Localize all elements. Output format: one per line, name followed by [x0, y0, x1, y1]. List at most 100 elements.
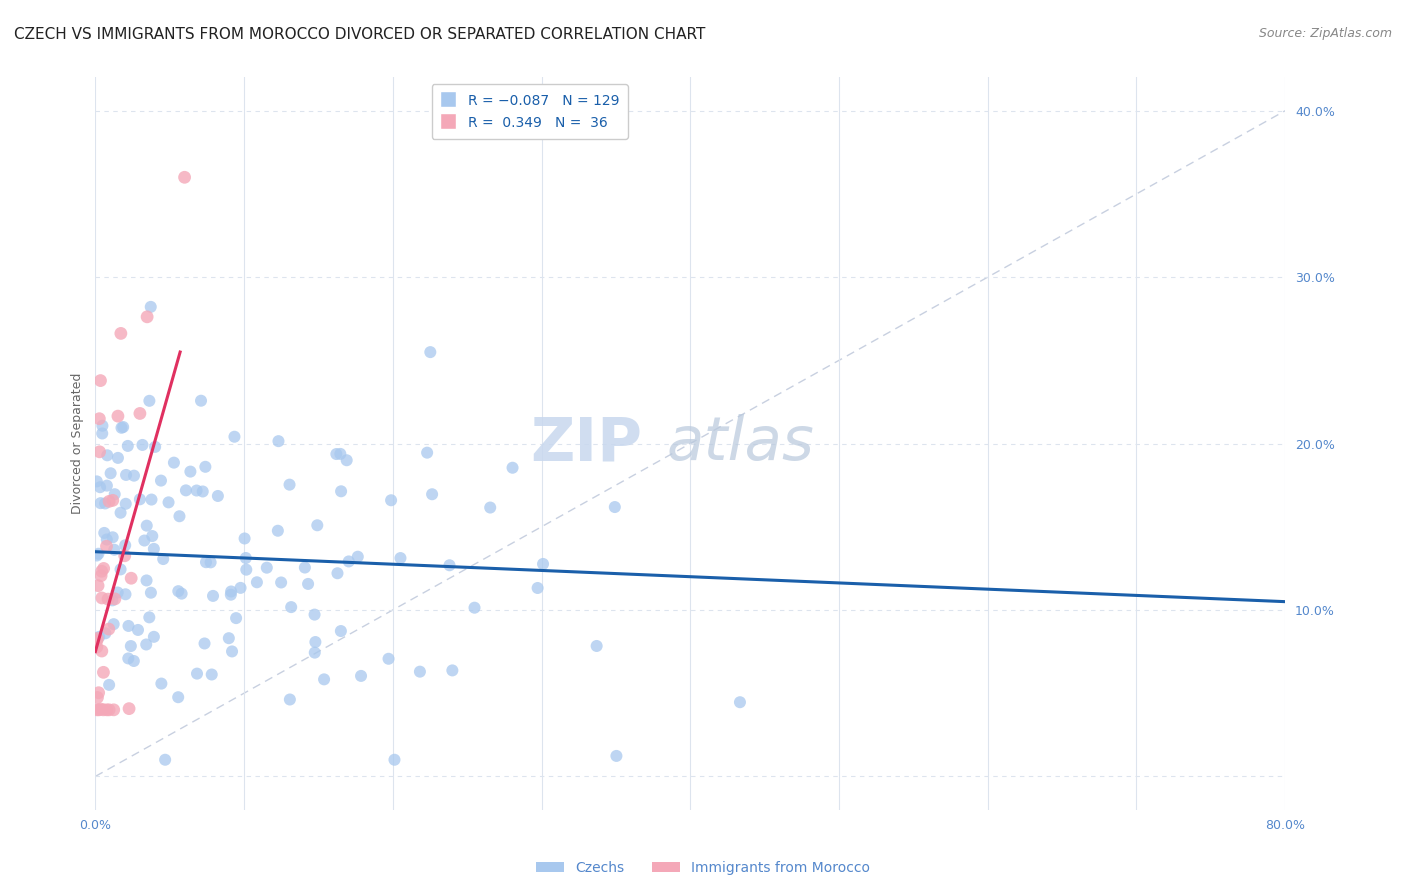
Point: [96, 703, 118, 717]
Point: [337, 554, 360, 568]
Point: [103, 703, 125, 717]
Point: [91, 418, 114, 433]
Point: [143, 440, 166, 454]
Point: [128, 492, 150, 507]
Point: [96, 448, 118, 462]
Point: [100, 467, 122, 481]
Point: [246, 575, 269, 590]
Point: [86, 690, 108, 705]
Point: [86, 475, 108, 489]
Point: [531, 557, 554, 571]
Point: [138, 610, 160, 624]
Point: [118, 701, 141, 715]
Point: [93, 665, 115, 680]
Point: [114, 497, 136, 511]
Point: [114, 549, 136, 563]
Point: [107, 585, 129, 599]
Point: [304, 635, 326, 649]
Point: [304, 646, 326, 660]
Point: [86, 632, 108, 646]
Point: [278, 477, 301, 491]
Point: [114, 538, 136, 552]
Point: [96, 478, 118, 492]
Point: [336, 453, 359, 467]
Point: [103, 542, 125, 557]
Point: [233, 532, 256, 546]
Point: [93, 561, 115, 575]
Point: [90, 496, 112, 510]
Point: [280, 600, 302, 615]
Point: [169, 509, 191, 524]
Point: [90, 702, 112, 716]
Point: [479, 500, 502, 515]
Point: [202, 589, 225, 603]
Point: [97, 592, 120, 607]
Point: [93, 703, 115, 717]
Point: [142, 541, 165, 556]
Point: [346, 549, 368, 564]
Point: [135, 518, 157, 533]
Point: [91, 426, 114, 441]
Point: [200, 555, 222, 569]
Point: [107, 450, 129, 465]
Point: [98, 678, 121, 692]
Point: [329, 624, 352, 638]
Point: [131, 438, 153, 452]
Point: [330, 484, 353, 499]
Point: [117, 619, 139, 633]
Point: [117, 439, 139, 453]
Point: [167, 584, 190, 599]
Point: [94, 496, 117, 510]
Point: [110, 421, 132, 435]
Point: [225, 611, 247, 625]
Point: [129, 407, 152, 421]
Text: atlas: atlas: [666, 414, 814, 473]
Point: [134, 533, 156, 548]
Point: [419, 345, 441, 359]
Point: [267, 434, 290, 449]
Point: [307, 518, 329, 533]
Point: [603, 500, 626, 514]
Point: [190, 393, 212, 408]
Point: [136, 310, 159, 324]
Point: [350, 669, 373, 683]
Point: [174, 483, 197, 498]
Point: [150, 676, 173, 690]
Point: [122, 654, 145, 668]
Point: [326, 566, 349, 581]
Point: [87, 547, 110, 561]
Point: [195, 555, 218, 569]
Point: [89, 630, 111, 644]
Point: [201, 667, 224, 681]
Point: [127, 623, 149, 637]
Point: [98, 494, 121, 508]
Point: [87, 686, 110, 700]
Point: [86, 549, 108, 563]
Point: [104, 487, 127, 501]
Point: [112, 420, 135, 434]
Point: [139, 300, 162, 314]
Point: [90, 591, 112, 605]
Point: [221, 644, 243, 658]
Point: [107, 409, 129, 424]
Point: [98, 703, 121, 717]
Point: [186, 666, 208, 681]
Point: [120, 639, 142, 653]
Point: [135, 638, 157, 652]
Point: [114, 587, 136, 601]
Point: [235, 551, 257, 566]
Point: [87, 579, 110, 593]
Point: [117, 651, 139, 665]
Point: [235, 563, 257, 577]
Point: [101, 493, 124, 508]
Point: [101, 530, 124, 544]
Point: [219, 588, 242, 602]
Point: [170, 587, 193, 601]
Point: [267, 524, 290, 538]
Point: [218, 631, 240, 645]
Point: [97, 622, 120, 636]
Point: [179, 465, 201, 479]
Point: [110, 326, 132, 341]
Point: [297, 577, 319, 591]
Point: [141, 529, 163, 543]
